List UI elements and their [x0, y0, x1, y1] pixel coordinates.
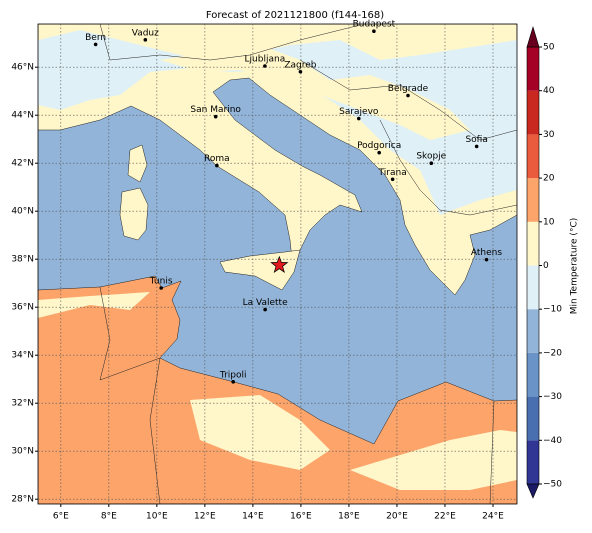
x-tick-label: 8°E: [101, 512, 117, 522]
city-label: Tunis: [149, 277, 173, 287]
colorbar-band: [527, 309, 539, 353]
city-label: Sofia: [465, 135, 487, 145]
city-point: [406, 93, 410, 98]
colorbar-tick-label: 20: [543, 174, 555, 184]
x-tick-label: 18°E: [338, 512, 360, 522]
colorbar-tick-label: −10: [543, 305, 562, 315]
city-label: Ljubljana: [245, 55, 286, 65]
city-point: [215, 163, 219, 168]
colorbar-tick-label: −30: [543, 392, 562, 402]
y-tick-label: 36°N: [11, 303, 34, 313]
land-cold: [38, 30, 517, 215]
city-label: Tripoli: [219, 370, 247, 380]
colorbar-tick-label: 0: [543, 261, 549, 271]
y-tick-label: 28°N: [11, 495, 34, 505]
y-tick-label: 44°N: [11, 111, 34, 121]
country-border: [299, 59, 517, 141]
y-tick-label: 30°N: [11, 447, 34, 457]
colorbar-tick-label: 40: [543, 86, 555, 96]
colorbar-tick-label: 50: [543, 43, 555, 53]
x-tick-label: 20°E: [386, 512, 408, 522]
land-warm: [160, 45, 470, 140]
map-area: [38, 24, 517, 504]
colorbar-band: [527, 265, 539, 310]
city-point: [143, 38, 148, 42]
country-border: [99, 286, 161, 381]
city-label: Podgorica: [357, 141, 401, 151]
city-point: [372, 29, 376, 33]
x-tick-label: 24°E: [482, 512, 504, 522]
colorbar-band: [527, 134, 539, 179]
x-tick-label: 16°E: [290, 512, 312, 522]
city-label: Budapest: [353, 20, 396, 30]
city-label: Vaduz: [132, 28, 159, 38]
star-marker: [270, 255, 289, 273]
overlay: [38, 24, 517, 504]
colorbar-extend-over: [526, 25, 540, 48]
x-tick-label: 6°E: [53, 512, 69, 522]
city-point: [93, 42, 98, 47]
city-point: [159, 286, 163, 290]
colorbar-band: [527, 178, 539, 222]
city-label: Roma: [204, 154, 230, 164]
x-tick-label: 12°E: [194, 512, 216, 522]
colorbar-band: [527, 47, 539, 91]
city-label: Tirana: [378, 168, 407, 178]
map-frame: [37, 23, 518, 505]
colorbar-band: [527, 221, 539, 266]
country-border: [489, 400, 495, 504]
y-tick-label: 34°N: [11, 351, 34, 361]
city-point: [474, 144, 479, 149]
city-point: [484, 257, 489, 262]
map-title: Forecast of 2021121800 (f144-168): [206, 10, 384, 21]
y-tick-label: 38°N: [11, 255, 34, 265]
colorbar-band: [527, 440, 539, 484]
city-point: [377, 150, 381, 155]
colorbar-band: [527, 396, 539, 441]
x-tick-label: 14°E: [242, 512, 264, 522]
city-label: La Valette: [243, 298, 288, 308]
y-tick-label: 42°N: [11, 159, 34, 169]
country-border: [379, 119, 517, 216]
city-point: [298, 69, 303, 74]
city-label: San Marino: [190, 105, 241, 115]
city-label: Belgrade: [388, 84, 429, 94]
city-point: [213, 114, 218, 119]
country-border: [99, 24, 361, 61]
warm-patch: [350, 430, 517, 490]
colorbar-band: [527, 90, 539, 135]
city-label: Bern: [85, 33, 106, 43]
y-tick-label: 40°N: [11, 207, 34, 217]
city-point: [429, 161, 434, 165]
city-point: [356, 116, 361, 121]
city-label: Zagreb: [284, 60, 316, 70]
city-label: Skopje: [416, 152, 446, 162]
sardinia: [119, 187, 149, 241]
colorbar-label: Min Temperature (°C): [570, 218, 580, 315]
warm-patch: [38, 292, 150, 318]
city-point: [231, 380, 236, 384]
y-tick-label: 46°N: [11, 63, 34, 73]
x-tick-label: 10°E: [146, 512, 168, 522]
colorbar-tick-label: −40: [543, 436, 562, 446]
city-point: [390, 177, 395, 182]
city-point: [263, 307, 267, 312]
colorbar-tick-label: −50: [543, 480, 562, 490]
x-tick-label: 22°E: [434, 512, 456, 522]
colorbar-band: [527, 352, 539, 397]
city-label: Sarajevo: [339, 107, 379, 117]
colorbar-tick-label: 10: [543, 217, 555, 227]
y-tick-label: 32°N: [11, 399, 34, 409]
colorbar-tick-label: 30: [543, 130, 555, 140]
colorbar-extend-under: [526, 483, 540, 499]
city-point: [263, 64, 267, 68]
colorbar-tick-label: −20: [543, 348, 562, 358]
city-label: Athens: [471, 248, 502, 258]
